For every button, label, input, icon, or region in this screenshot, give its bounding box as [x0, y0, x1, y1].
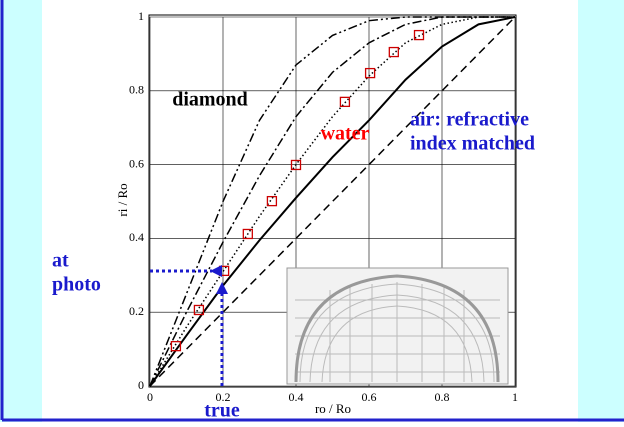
y-tick-label: 0.2 — [129, 304, 144, 318]
y-tick-label: 0 — [138, 378, 144, 392]
y-tick-label: 0.8 — [129, 83, 144, 97]
annotation: diamond — [172, 89, 248, 111]
x-tick-label: 0.8 — [435, 390, 450, 404]
x-tick-label: 0.6 — [362, 390, 377, 404]
chart: 00.20.40.60.8100.20.40.60.81ro / Rori / … — [0, 0, 624, 422]
annotation: at — [52, 250, 69, 272]
y-tick-label: 0.4 — [129, 230, 144, 244]
annotation: photo — [52, 274, 101, 296]
inset-photo — [287, 268, 508, 384]
x-tick-label: 0.4 — [289, 390, 304, 404]
annotation: water — [321, 123, 370, 145]
y-tick-label: 0.6 — [129, 156, 144, 170]
y-tick-label: 1 — [138, 9, 144, 23]
x-tick-label: 0 — [147, 390, 153, 404]
x-tick-label: 1 — [512, 390, 518, 404]
y-axis-label: ri / Ro — [115, 183, 130, 216]
annotation: index matched — [410, 133, 535, 155]
annotation: air: refractive — [410, 109, 529, 131]
x-axis-label: ro / Ro — [315, 401, 351, 416]
annotation: true — [204, 400, 240, 422]
